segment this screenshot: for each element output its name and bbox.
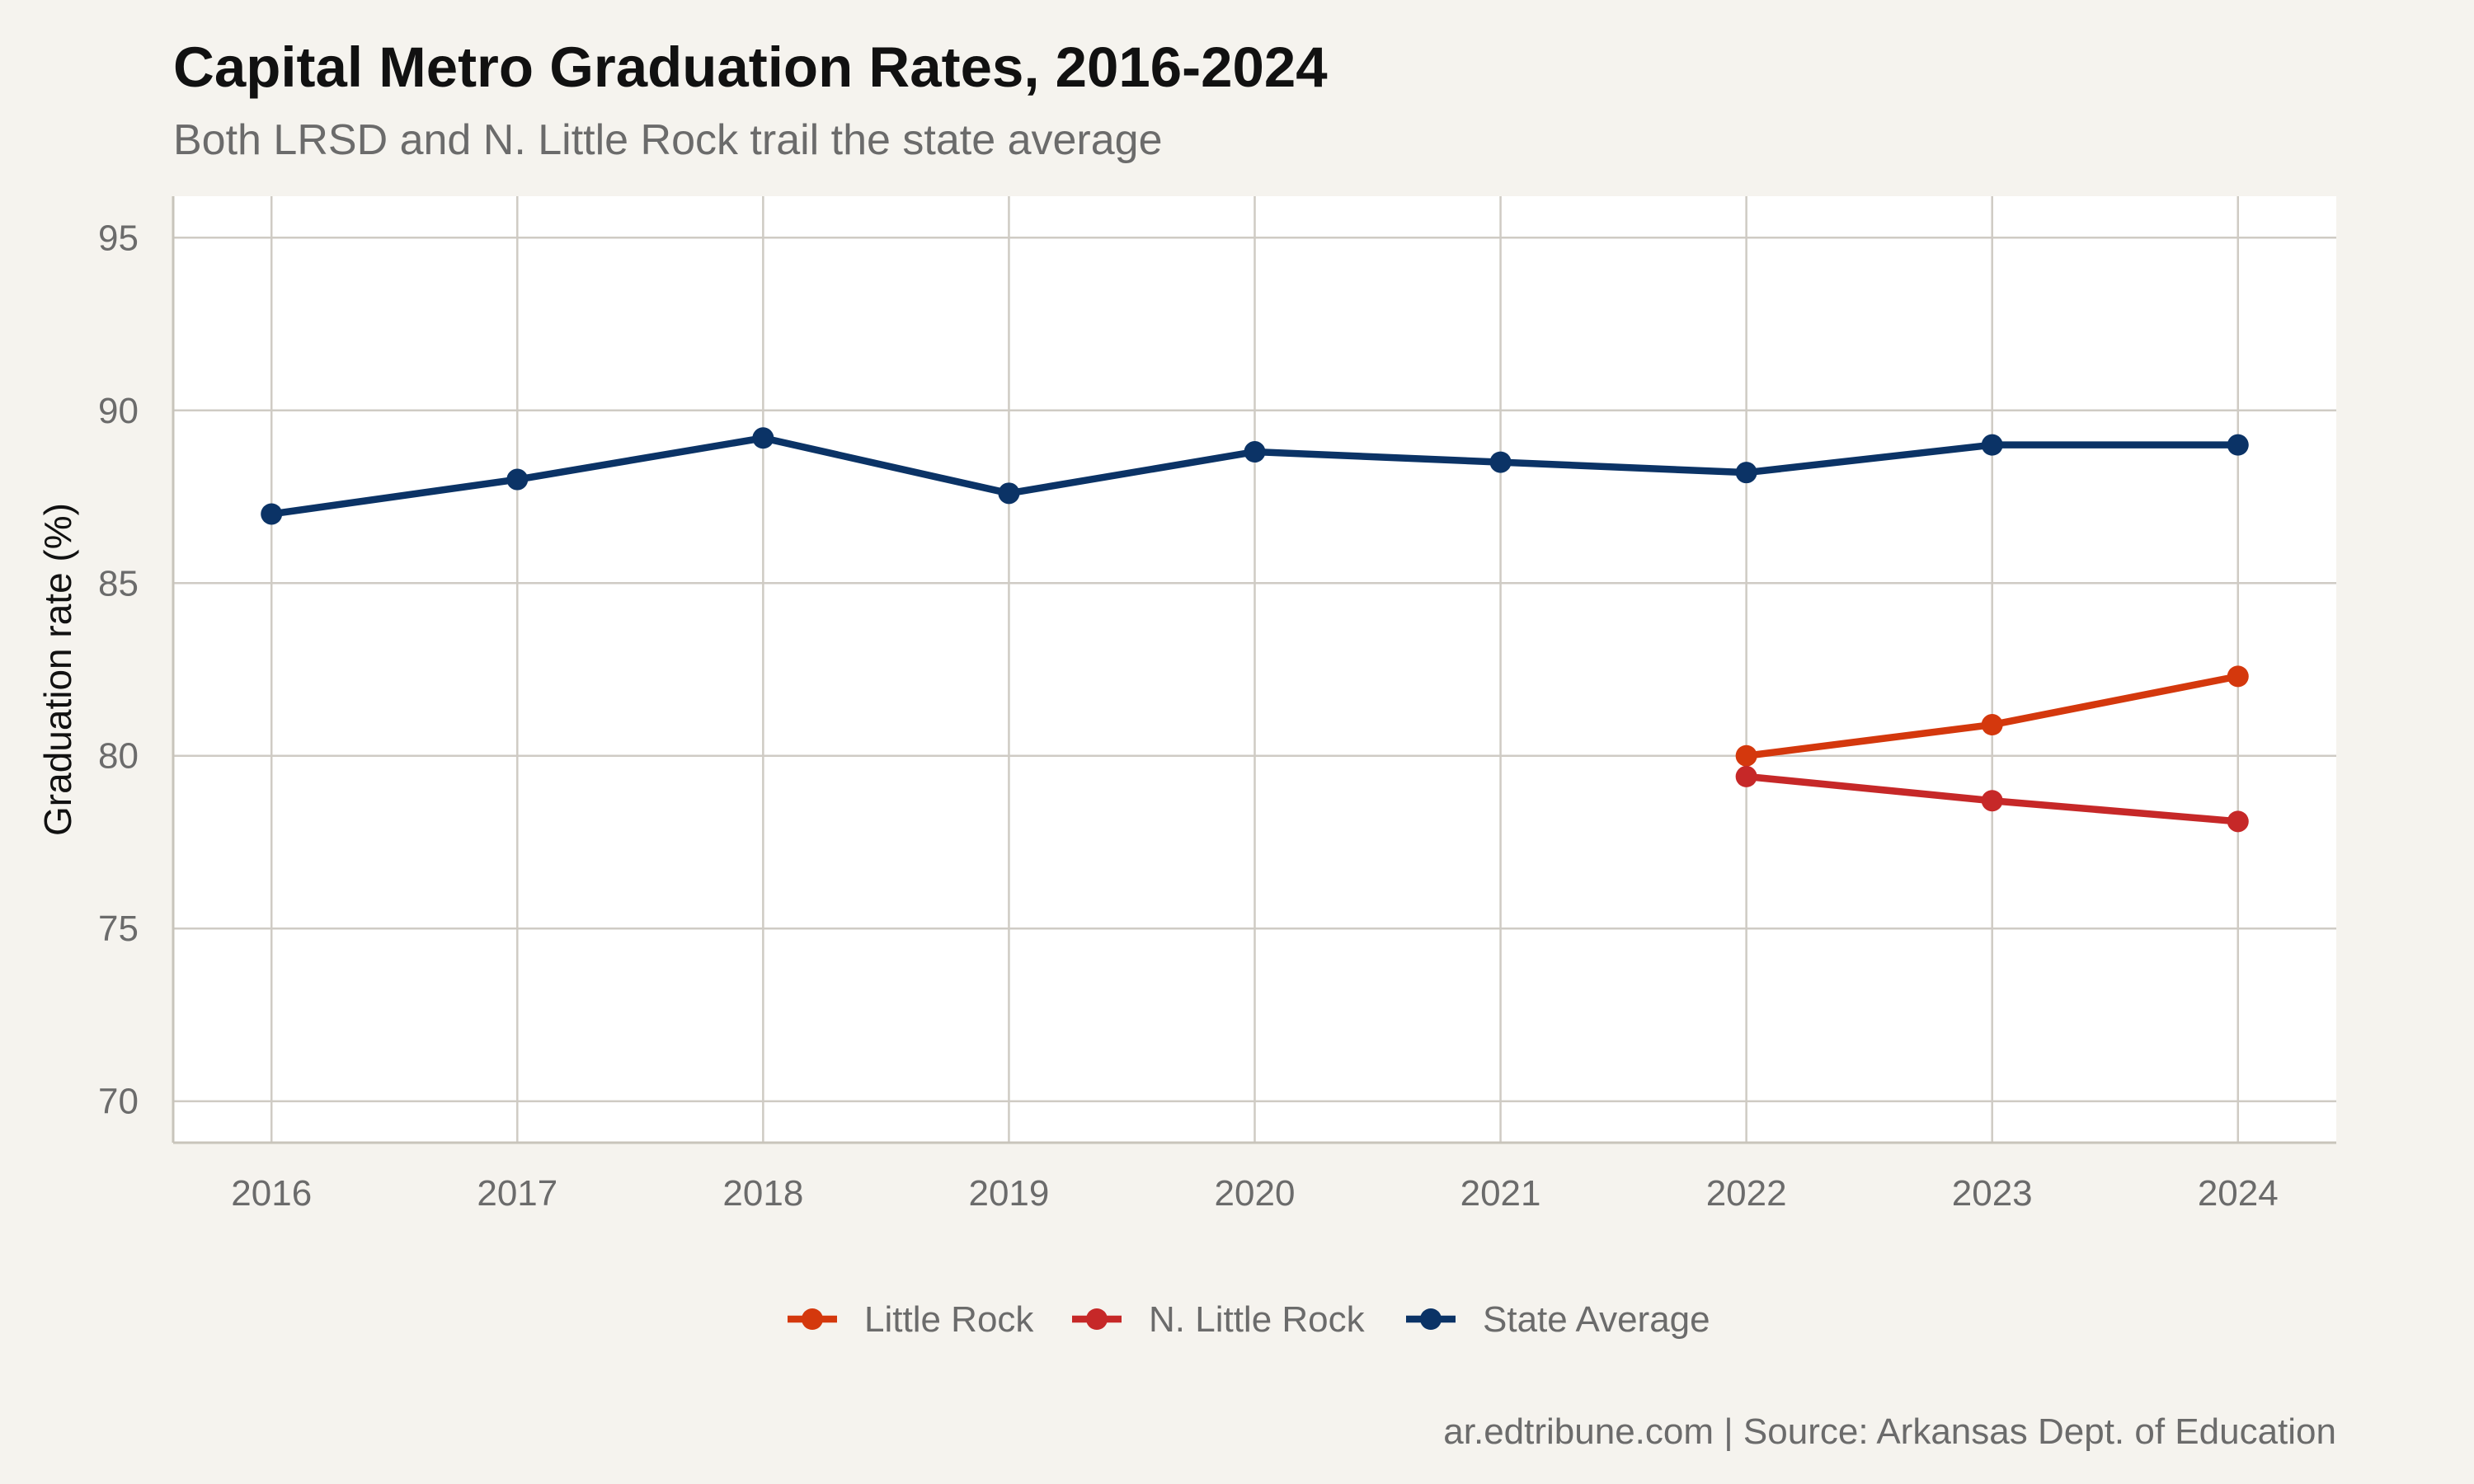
data-point-state-average-2017 <box>506 468 529 491</box>
data-point-n-little-rock-2024 <box>2227 810 2249 833</box>
x-tick-label-2016: 2016 <box>231 1173 312 1214</box>
legend-item-n-little-rock: N. Little Rock <box>1072 1299 1366 1340</box>
chart-title: Capital Metro Graduation Rates, 2016-202… <box>173 35 1328 99</box>
data-point-state-average-2023 <box>1981 434 2003 456</box>
legend: Little Rock N. Little Rock State Average <box>788 1299 1710 1340</box>
data-point-state-average-2022 <box>1735 462 1757 484</box>
series-little-rock <box>1735 665 2249 767</box>
chart-caption: ar.edtribune.com | Source: Arkansas Dept… <box>1443 1411 2336 1452</box>
legend-label-n-little-rock: N. Little Rock <box>1149 1299 1366 1340</box>
y-tick-label-80: 80 <box>98 736 139 777</box>
data-point-state-average-2018 <box>752 427 774 449</box>
y-tick-label-90: 90 <box>98 391 139 431</box>
data-point-state-average-2024 <box>2227 434 2249 456</box>
data-point-state-average-2021 <box>1489 451 1512 473</box>
data-point-little-rock-2023 <box>1981 714 2003 736</box>
legend-label-little-rock: Little Rock <box>864 1299 1034 1340</box>
legend-key-marker-n-little-rock <box>1086 1308 1108 1330</box>
y-tick-label-95: 95 <box>98 218 139 258</box>
data-point-state-average-2016 <box>261 503 283 525</box>
y-tick-label-70: 70 <box>98 1082 139 1122</box>
x-tick-label-2024: 2024 <box>2198 1173 2279 1214</box>
y-tick-label-75: 75 <box>98 909 139 949</box>
x-tick-label-2022: 2022 <box>1706 1173 1787 1214</box>
legend-item-state-average: State Average <box>1406 1299 1710 1340</box>
y-tick-labels: 70 75 80 85 90 95 <box>98 218 139 1121</box>
legend-item-little-rock: Little Rock <box>788 1299 1034 1340</box>
x-tick-label-2023: 2023 <box>1952 1173 2033 1214</box>
data-point-n-little-rock-2022 <box>1735 765 1757 787</box>
data-point-little-rock-2022 <box>1735 744 1757 767</box>
series-n-little-rock <box>1735 765 2249 833</box>
legend-label-state-average: State Average <box>1483 1299 1710 1340</box>
data-point-state-average-2019 <box>998 482 1020 505</box>
y-tick-label-85: 85 <box>98 563 139 603</box>
x-tick-label-2018: 2018 <box>722 1173 803 1214</box>
y-axis-title: Graduation rate (%) <box>36 503 79 836</box>
x-tick-label-2021: 2021 <box>1460 1173 1541 1214</box>
legend-key-marker-little-rock <box>802 1308 823 1330</box>
x-tick-labels: 2016 2017 2018 2019 2020 2021 2022 2023 2024 <box>231 1173 2278 1214</box>
series-group <box>261 427 2249 833</box>
series-state-average <box>261 427 2249 525</box>
x-tick-label-2017: 2017 <box>477 1173 557 1214</box>
chart-subtitle: Both LRSD and N. Little Rock trail the s… <box>173 116 1163 164</box>
data-point-little-rock-2024 <box>2227 665 2249 688</box>
grid-lines <box>173 196 2336 1143</box>
data-point-state-average-2020 <box>1244 441 1266 463</box>
legend-key-marker-state-average <box>1420 1308 1442 1330</box>
x-tick-label-2019: 2019 <box>968 1173 1049 1214</box>
x-tick-label-2020: 2020 <box>1215 1173 1296 1214</box>
data-point-n-little-rock-2023 <box>1981 790 2003 812</box>
